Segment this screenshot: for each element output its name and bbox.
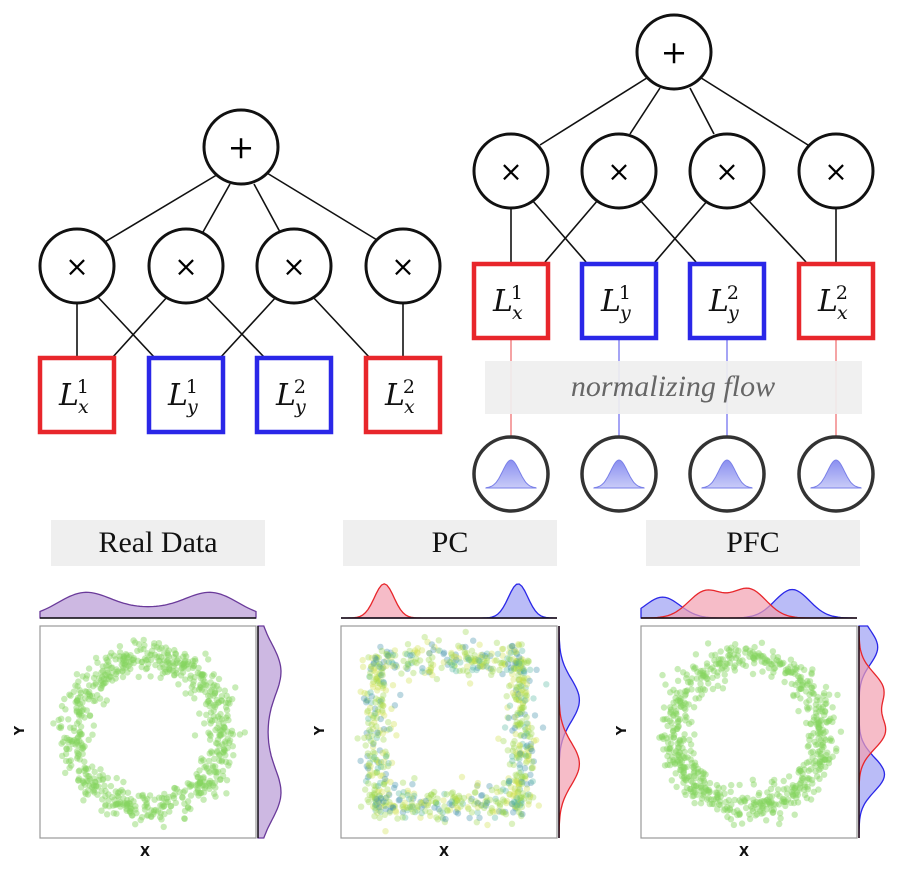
- product-symbol: ×: [715, 155, 738, 188]
- leaf-label: L1 x: [58, 376, 89, 418]
- normalizing-flow-band: normalizing flow: [485, 361, 862, 414]
- panel-title-real-data: Real Data: [51, 520, 265, 566]
- leaf-L-x-2: L2 x: [363, 355, 443, 435]
- product-node: ×: [364, 227, 442, 305]
- right-leaves: L1 x L1 y L2 y L2 x: [471, 261, 876, 341]
- product-node: ×: [255, 227, 333, 305]
- x-axis-label: X: [739, 845, 750, 860]
- product-node: ×: [797, 132, 875, 210]
- leaf-box: [687, 261, 767, 341]
- right-edges: [510, 75, 837, 263]
- product-symbol: ×: [391, 250, 414, 283]
- left-edges: [76, 169, 404, 359]
- right-marginal: [858, 625, 887, 838]
- leaf-L-x-1: L1 x: [471, 261, 551, 341]
- scatter-points: [50, 636, 248, 831]
- leaf-box: [37, 355, 117, 435]
- leaf-box: [471, 261, 551, 341]
- scatter-plot-area: [340, 625, 558, 839]
- leaf-box: [579, 261, 659, 341]
- leaf-label: L2 y: [708, 282, 739, 324]
- product-node: ×: [147, 227, 225, 305]
- top-marginal: [39, 591, 257, 619]
- left-leaves: L1 x L1 y L2 y L2 x: [37, 355, 443, 435]
- product-node: ×: [580, 132, 658, 210]
- panel-1: [340, 583, 581, 839]
- leaf-label: L1 y: [167, 376, 198, 418]
- leaf-box: [146, 355, 226, 435]
- leaf-L-y-1: L1 y: [579, 261, 659, 341]
- y-axis-label: Y: [615, 725, 631, 736]
- panel-title-pc: PC: [343, 520, 557, 566]
- leaf-L-x-1: L1 x: [37, 355, 117, 435]
- product-symbol: ×: [65, 250, 88, 283]
- leaf-label: L1 x: [492, 282, 523, 324]
- gaussian-bell-icon: [688, 435, 766, 513]
- panel-2: [640, 587, 887, 839]
- right-marginal: [257, 625, 282, 839]
- gaussian-bell-icon: [472, 435, 550, 513]
- product-node: ×: [472, 132, 550, 210]
- panel-title-pfc: PFC: [646, 520, 860, 566]
- scatter-points: [656, 639, 845, 829]
- scatter-plot-area: [39, 625, 257, 839]
- leaf-box: [796, 261, 876, 341]
- y-axis-label: Y: [13, 725, 29, 736]
- product-node: ×: [38, 227, 116, 305]
- product-symbol: ×: [499, 155, 522, 188]
- leaf-label: L2 x: [817, 282, 848, 324]
- leaf-L-y-2: L2 y: [254, 355, 334, 435]
- leaf-L-y-1: L1 y: [146, 355, 226, 435]
- x-axis-label: X: [140, 845, 151, 860]
- sum-node: +: [635, 13, 713, 91]
- right-circuit: + × × × × L1 x L1 y L2 y L2 x normali: [471, 13, 876, 513]
- leaf-label: L1 y: [600, 282, 631, 324]
- left-circuit: + × × × × L1 x L1 y L2 y L2 x: [37, 108, 443, 435]
- y-axis-label: Y: [313, 725, 329, 736]
- leaf-box: [363, 355, 443, 435]
- product-symbol: ×: [174, 250, 197, 283]
- gaussian-bell-icon: [580, 435, 658, 513]
- top-marginal: [341, 583, 557, 619]
- product-node: ×: [688, 132, 766, 210]
- product-symbol: ×: [824, 155, 847, 188]
- scatter-plot-area: [640, 625, 858, 839]
- gaussian-bell-icon: [797, 435, 875, 513]
- product-symbol: ×: [607, 155, 630, 188]
- leaf-label: L2 x: [384, 376, 415, 418]
- density-panels: [39, 583, 887, 839]
- leaf-L-x-2: L2 x: [796, 261, 876, 341]
- panel-0: [39, 591, 282, 839]
- scatter-points: [354, 628, 550, 835]
- sum-symbol: +: [228, 128, 255, 166]
- product-symbol: ×: [282, 250, 305, 283]
- sum-symbol: +: [661, 33, 688, 71]
- base-distributions: [472, 435, 875, 513]
- right-marginal: [558, 625, 581, 839]
- leaf-L-y-2: L2 y: [687, 261, 767, 341]
- leaf-box: [254, 355, 334, 435]
- sum-node: +: [202, 108, 280, 186]
- x-axis-label: X: [439, 845, 450, 860]
- flow-label: normalizing flow: [571, 370, 775, 403]
- top-marginal: [640, 587, 857, 619]
- leaf-label: L2 y: [275, 376, 306, 418]
